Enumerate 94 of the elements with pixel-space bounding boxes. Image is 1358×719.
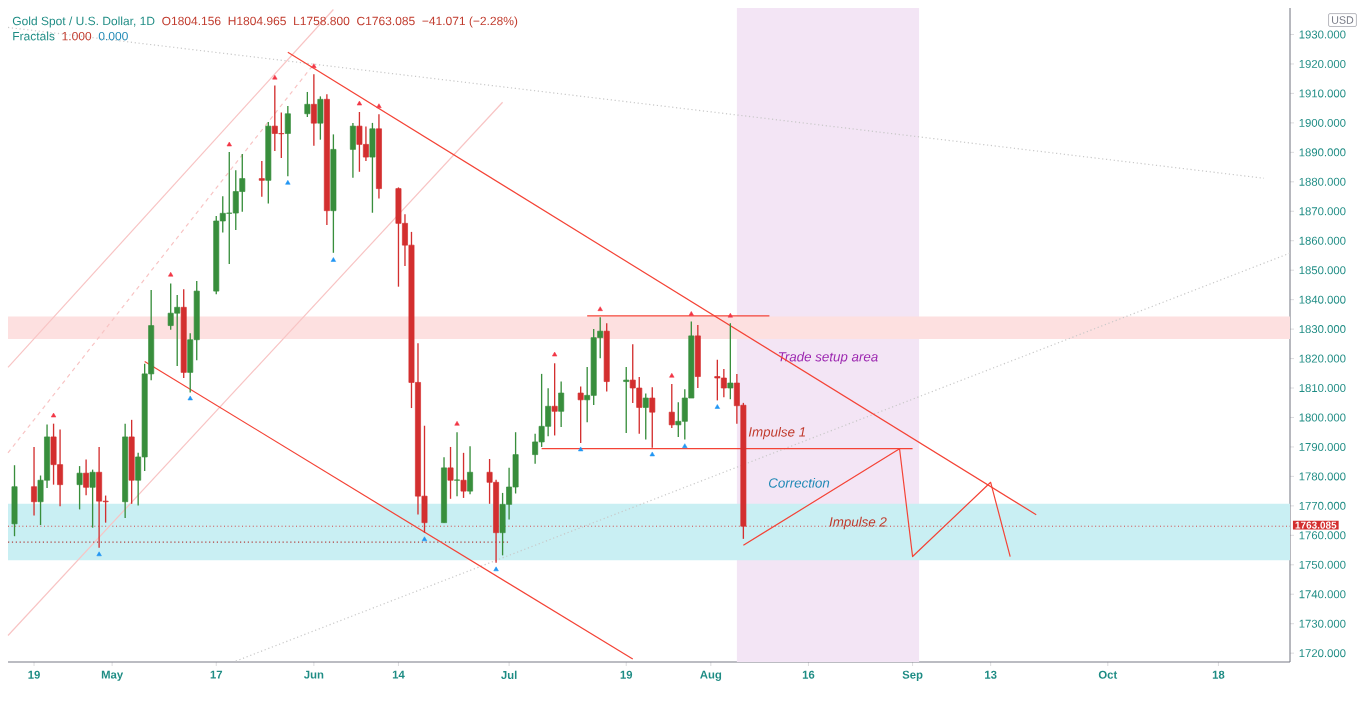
point bbox=[597, 306, 603, 311]
x-tick-label: Oct bbox=[1098, 670, 1118, 679]
candlestick bbox=[349, 122, 356, 179]
x-tick-label: 16 bbox=[802, 670, 815, 679]
candlestick bbox=[83, 458, 90, 496]
candlestick bbox=[649, 386, 656, 449]
candlestick bbox=[467, 445, 473, 496]
x-tick-label: Sep bbox=[902, 670, 923, 681]
x-tick-label: Aug bbox=[700, 670, 722, 681]
x-tick-label: 14 bbox=[392, 670, 405, 679]
point bbox=[50, 412, 57, 418]
point bbox=[96, 551, 102, 557]
candlestick bbox=[558, 380, 565, 428]
x-tick-label: 17 bbox=[210, 670, 223, 679]
text: USD bbox=[1332, 16, 1354, 24]
candlestick bbox=[31, 446, 37, 517]
x-tick-label: May bbox=[101, 670, 124, 681]
point bbox=[421, 536, 428, 542]
candlestick bbox=[623, 366, 630, 434]
candlestick bbox=[310, 73, 317, 147]
y-tick-label: 1890.000 bbox=[1299, 148, 1346, 157]
point bbox=[311, 63, 317, 68]
point bbox=[682, 443, 688, 448]
candlestick bbox=[460, 452, 467, 499]
y-tick-label: 1820.000 bbox=[1299, 354, 1346, 363]
point bbox=[285, 180, 291, 185]
candlestick bbox=[551, 362, 558, 437]
y-tick-label: 1760.000 bbox=[1299, 531, 1346, 540]
candlestick bbox=[317, 95, 324, 141]
point bbox=[272, 74, 278, 80]
point bbox=[356, 100, 362, 106]
point bbox=[669, 373, 675, 378]
point bbox=[714, 404, 720, 409]
y-tick-label: 1910.000 bbox=[1299, 89, 1346, 98]
y-tick-label: 1810.000 bbox=[1299, 384, 1346, 393]
y-tick-label: 1870.000 bbox=[1299, 207, 1346, 216]
point bbox=[330, 257, 336, 262]
y-tick-label: 1790.000 bbox=[1299, 442, 1346, 451]
annotation: Fractals bbox=[13, 31, 55, 41]
annotation: Impulse 2 bbox=[829, 516, 887, 530]
candlestick bbox=[447, 446, 454, 500]
y-tick-label: 1730.000 bbox=[1299, 619, 1346, 628]
x-tick-label: Jun bbox=[303, 670, 324, 679]
y-tick-label: 1750.000 bbox=[1299, 560, 1346, 569]
y-tick-label: 1920.000 bbox=[1299, 59, 1346, 68]
annotation: C1763.085 bbox=[357, 16, 415, 26]
candlestick bbox=[304, 91, 311, 118]
text: Gold Spot / U.S. Dollar, 1D bbox=[12, 16, 155, 28]
annotation: L1758.800 bbox=[294, 16, 350, 26]
point bbox=[552, 351, 558, 357]
y-tick-label: 1860.000 bbox=[1299, 236, 1346, 245]
x-tick-label: 18 bbox=[1212, 670, 1225, 679]
annotation: 0.000 bbox=[98, 31, 128, 41]
annotation: H1804.965 bbox=[228, 16, 286, 26]
annotation: Correction bbox=[768, 477, 830, 488]
y-tick-label: 1800.000 bbox=[1299, 413, 1346, 422]
annotation: O1804.156 bbox=[162, 16, 221, 26]
annotation: 1.000 bbox=[62, 31, 92, 41]
candlestick bbox=[258, 160, 265, 198]
point bbox=[168, 271, 174, 277]
y-tick-label: 1880.000 bbox=[1299, 177, 1346, 186]
candlestick bbox=[642, 392, 649, 441]
ref-line-label: 1763.085 bbox=[1295, 521, 1337, 529]
candlestick bbox=[76, 465, 83, 511]
point bbox=[688, 311, 694, 316]
candlestick bbox=[727, 322, 734, 400]
y-tick-label: 1780.000 bbox=[1299, 472, 1346, 481]
x-tick-label: Jul bbox=[501, 670, 517, 680]
y-tick-label: 1830.000 bbox=[1299, 325, 1346, 334]
point bbox=[376, 103, 382, 108]
annotation: Impulse 1 bbox=[748, 426, 805, 440]
candlestick bbox=[668, 383, 675, 429]
candlestick bbox=[454, 431, 460, 497]
point bbox=[649, 451, 655, 457]
y-tick-label: 1840.000 bbox=[1299, 295, 1346, 304]
point bbox=[187, 395, 193, 401]
y-tick-label: 1930.000 bbox=[1299, 30, 1346, 39]
y-tick-label: 1900.000 bbox=[1299, 118, 1346, 127]
x-tick-label: 19 bbox=[620, 670, 633, 679]
candlestick bbox=[577, 385, 584, 444]
point bbox=[454, 421, 460, 426]
band-label: Trade setup area bbox=[778, 351, 878, 365]
x-tick-label: 19 bbox=[28, 670, 40, 679]
y-tick-label: 1850.000 bbox=[1299, 266, 1346, 275]
annotation: −41.071 (−2.28%) bbox=[422, 16, 518, 28]
y-tick-label: 1720.000 bbox=[1299, 649, 1346, 658]
candlestick bbox=[89, 468, 96, 529]
y-tick-label: 1770.000 bbox=[1299, 501, 1346, 510]
point bbox=[493, 566, 499, 572]
candlestick bbox=[284, 105, 291, 177]
point bbox=[578, 446, 584, 452]
point bbox=[226, 141, 232, 147]
y-tick-label: 1740.000 bbox=[1299, 590, 1346, 599]
x-tick-label: 13 bbox=[985, 670, 997, 679]
